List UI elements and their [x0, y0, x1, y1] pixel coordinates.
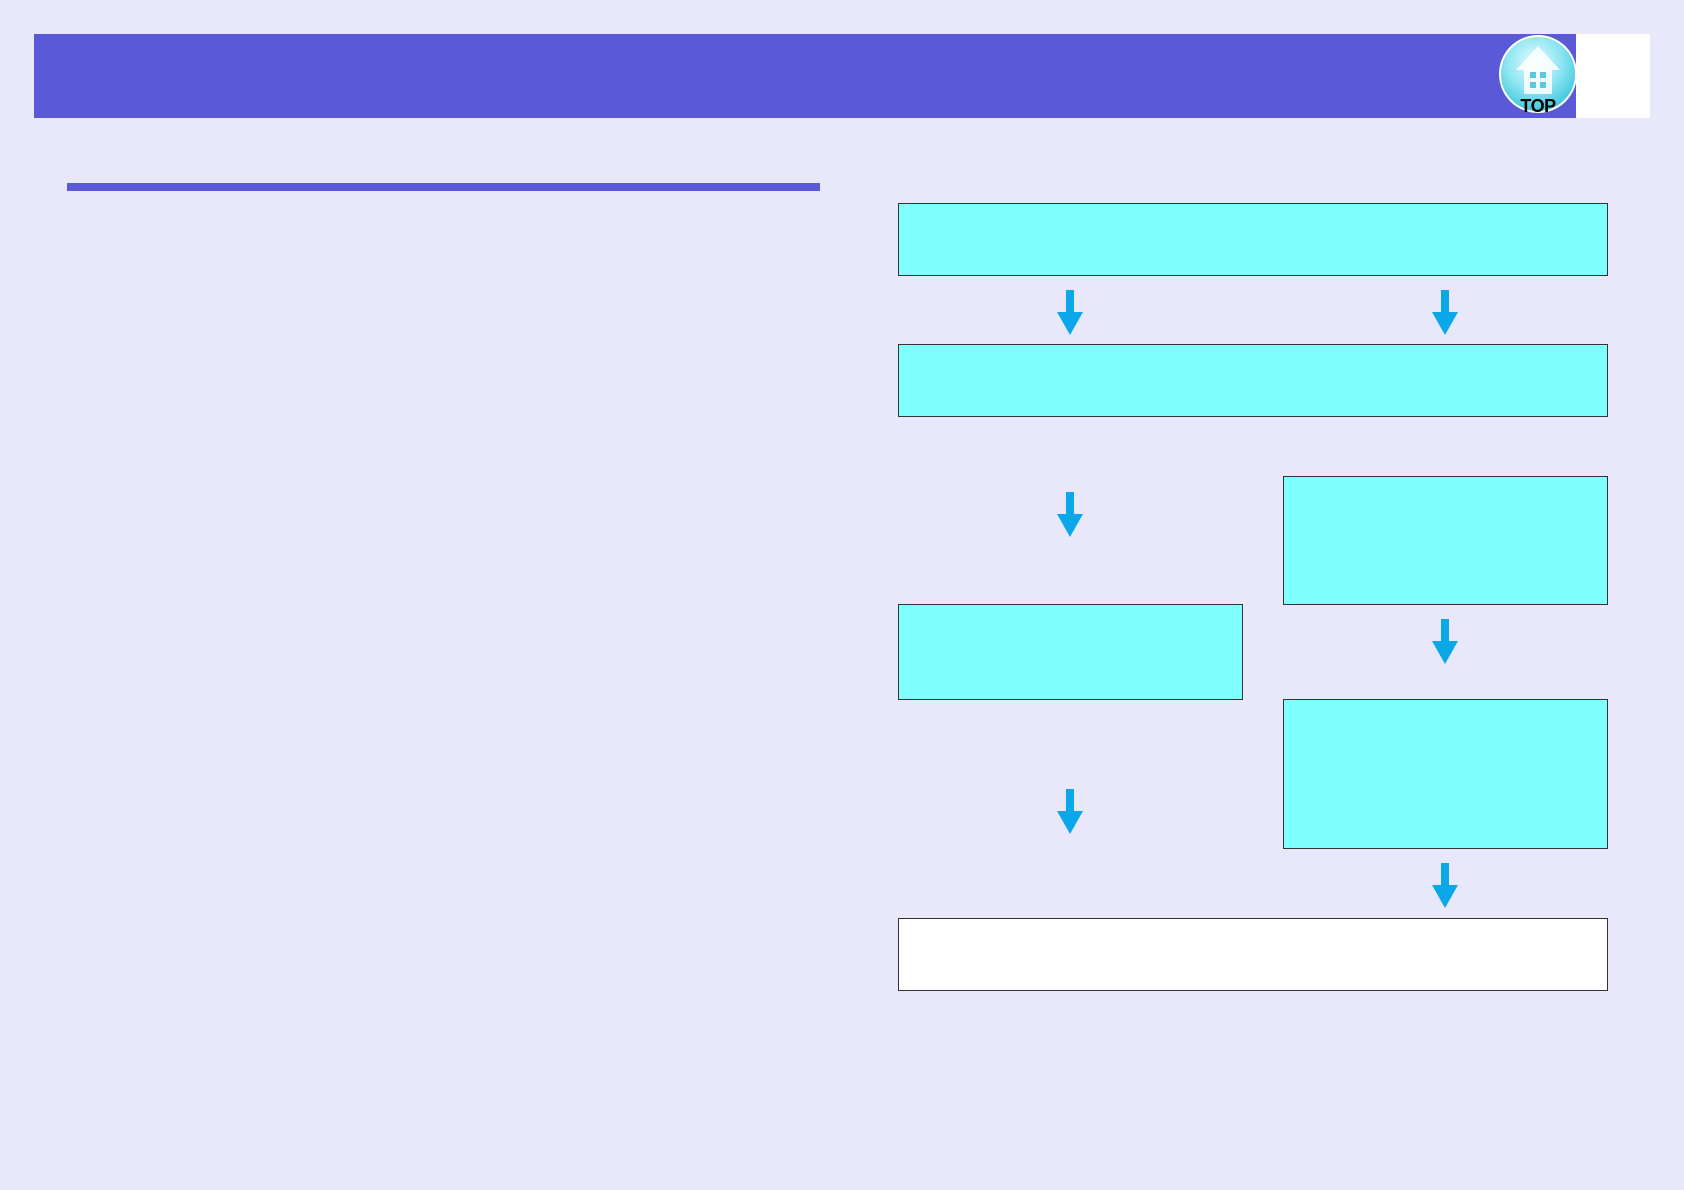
header-band	[34, 34, 1576, 118]
down-arrow-icon	[1057, 492, 1083, 537]
down-arrow-icon	[1432, 619, 1458, 664]
top-button-label: TOP	[1520, 96, 1556, 116]
down-arrow-icon	[1057, 290, 1083, 335]
down-arrow-icon	[1057, 789, 1083, 834]
flow-box-4	[898, 604, 1243, 700]
flow-box-5	[1283, 699, 1608, 849]
section-rule	[67, 183, 820, 191]
page-number	[1576, 34, 1650, 118]
down-arrow-icon	[1432, 863, 1458, 908]
flow-box-1	[898, 203, 1608, 276]
down-arrow-icon	[1432, 290, 1458, 335]
flow-box-3	[1283, 476, 1608, 605]
flow-box-2	[898, 344, 1608, 417]
home-icon	[1499, 35, 1577, 113]
top-button[interactable]: TOP	[1498, 34, 1578, 120]
flow-box-6	[898, 918, 1608, 991]
